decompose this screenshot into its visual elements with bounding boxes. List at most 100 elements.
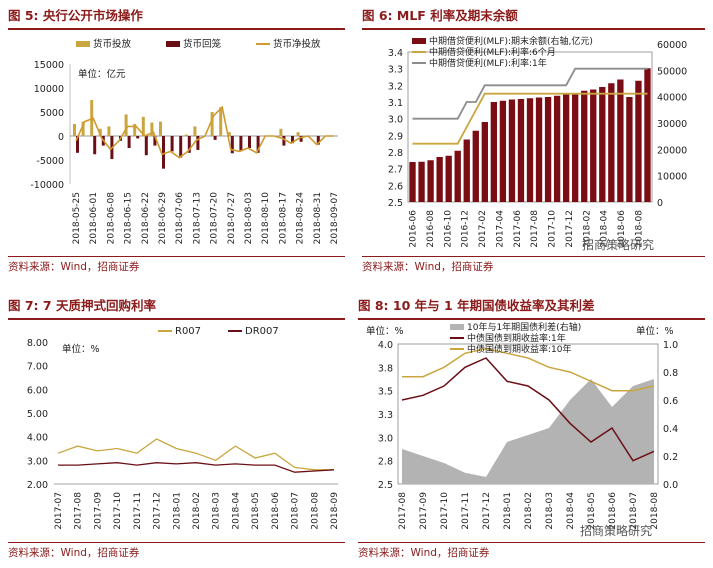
x-tick-label: 2017-06 <box>513 210 523 248</box>
x-tick-label: 2018-03 <box>212 492 222 530</box>
chart-source: 资料来源：Wind，招商证券 <box>362 256 705 274</box>
legend-swatch <box>76 41 90 47</box>
bar-withdrawal <box>170 136 174 152</box>
bar-mlf-balance <box>499 100 507 202</box>
chart-title: 图 8: 10 年与 1 年期国债收益率及其利差 <box>358 296 705 320</box>
bar-mlf-balance <box>599 87 606 202</box>
y-tick-label: 3.5 <box>378 387 393 398</box>
chart-panel-repo: 图 7: 7 天质押式回购利率 R007 DR007 单位：% 8.00 7.00 6.0… <box>8 296 345 564</box>
bar-mlf-balance <box>562 94 570 202</box>
bar-mlf-balance <box>427 160 434 202</box>
bar-injection <box>81 121 85 136</box>
y-tick-label: 2.9 <box>388 131 403 142</box>
legend-label: 中期借贷便利(MLF):期末余额(右轴,亿元) <box>429 35 593 47</box>
line-yield-10y <box>402 347 655 392</box>
legend-swatch <box>412 38 426 44</box>
x-tick-label: 2018-06 <box>608 492 618 530</box>
chart-repo-svg: R007 DR007 单位：% 8.00 7.00 6.00 5.00 4.00 3.00 2.0… <box>27 326 340 530</box>
bar-injection <box>141 116 145 136</box>
legend-swatch <box>450 324 464 330</box>
chart-panel-omo: 图 5: 央行公开市场操作 货币投放 货币回笼 货币净投放 单位：亿元 15000 100… <box>8 6 345 276</box>
legend-label: R007 <box>175 326 201 337</box>
legend-label: 货币投放 <box>93 38 132 50</box>
legend-label: 中债国债到期收益率:1年 <box>467 332 566 344</box>
x-tick-label: 2018-08-03 <box>244 192 254 244</box>
x-tick-label: 2018-02 <box>582 210 592 248</box>
legend-swatch <box>166 41 180 47</box>
y2-tick-label: 20000 <box>657 145 687 156</box>
bar-withdrawal <box>316 136 320 145</box>
legend-label: 货币净投放 <box>273 38 321 50</box>
bar-mlf-balance <box>481 122 488 202</box>
y2-tick-label: 0.6 <box>663 396 678 407</box>
bar-mlf-balance <box>590 89 597 202</box>
x-tick-label: 2017-08 <box>398 492 408 530</box>
y-tick-label: 8.00 <box>27 338 48 349</box>
bar-mlf-balance <box>409 162 416 202</box>
y-tick-label: 2.7 <box>388 165 403 176</box>
bar-mlf-balance <box>544 97 552 202</box>
line-dr007 <box>58 462 335 473</box>
unit-label-right: 单位：% <box>636 325 674 337</box>
x-tick-label: 2017-09 <box>419 492 429 530</box>
x-tick-label: 2018-02 <box>192 492 202 530</box>
bar-withdrawal <box>187 136 191 153</box>
x-tick-label: 2018-03 <box>545 492 555 530</box>
bar-injection <box>210 112 214 136</box>
x-tick-label: 2017-04 <box>495 210 505 248</box>
bar-withdrawal <box>256 136 260 153</box>
chart-title: 图 5: 央行公开市场操作 <box>8 6 345 30</box>
y2-tick-label: 30000 <box>657 119 687 130</box>
bar-injection <box>159 121 162 136</box>
bar-mlf-balance <box>508 99 516 202</box>
x-tick-label: 2017-12 <box>482 492 492 530</box>
y-tick-label: 5.00 <box>27 409 48 420</box>
bar-mlf-balance <box>626 97 633 202</box>
chart-title: 图 7: 7 天质押式回购利率 <box>8 296 345 320</box>
x-tick-label: 2018-09 <box>330 492 340 530</box>
area-term-spread <box>402 379 654 484</box>
bar-mlf-balance <box>490 102 498 202</box>
x-tick-label: 2017-07 <box>54 492 64 530</box>
chart-source: 资料来源：Wind，招商证券 <box>358 542 705 560</box>
line-yield-1y <box>401 357 655 462</box>
bar-mlf-balance <box>526 98 534 202</box>
bar-mlf-balance <box>418 161 425 202</box>
x-tick-label: 2018-08 <box>634 210 644 248</box>
bar-withdrawal <box>76 136 79 153</box>
x-tick-label: 2017-11 <box>461 492 471 530</box>
y-tick-label: 3.00 <box>27 456 48 467</box>
chart-panel-mlf: 图 6: MLF 利率及期末余额 3.4 3.3 3.2 3.1 3.0 2.9 2.8 2.… <box>362 6 705 276</box>
bar-withdrawal <box>93 136 97 155</box>
chart-mlf-svg: 3.4 3.3 3.2 3.1 3.0 2.9 2.8 2.7 2.6 2.5 60000 50000… <box>388 35 687 248</box>
bar-mlf-balance <box>553 95 561 202</box>
legend-label: DR007 <box>245 326 279 337</box>
x-tick-label: 2016-08 <box>426 210 436 248</box>
bar-withdrawal <box>127 136 131 148</box>
x-tick-label: 2017-08 <box>530 210 540 248</box>
x-tick-label: 2016-10 <box>443 210 453 248</box>
legend-label: 中债国债到期收益率:10年 <box>467 343 572 355</box>
chart-title: 图 6: MLF 利率及期末余额 <box>362 6 705 30</box>
y-tick-label: 3.8 <box>378 363 393 374</box>
x-tick-label: 2017-02 <box>478 210 488 248</box>
x-tick-label: 2018-07-27 <box>227 192 237 244</box>
y-tick-label: 2.00 <box>27 480 48 491</box>
x-tick-label: 2018-06-22 <box>141 192 151 244</box>
y-tick-label: 3.3 <box>388 65 403 76</box>
y-tick-label: 7.00 <box>27 362 48 373</box>
legend-label: 10年与1年期国债利差(右轴) <box>467 321 581 333</box>
unit-label: 单位：% <box>62 343 100 355</box>
chart-source: 资料来源：Wind，招商证券 <box>8 542 345 560</box>
x-tick-label: 2018-08 <box>310 492 320 530</box>
x-tick-label: 2018-06-08 <box>106 192 116 245</box>
x-tick-label: 2018-04 <box>566 492 576 530</box>
x-tick-label: 2018-07-20 <box>210 192 220 245</box>
chart-source: 资料来源：Wind，招商证券 <box>8 256 345 274</box>
y2-tick-label: 60000 <box>657 40 687 51</box>
x-tick-label: 2018-07 <box>629 492 639 530</box>
bar-withdrawal <box>230 136 234 154</box>
unit-label-left: 单位：% <box>366 325 404 337</box>
y-tick-label: 5000 <box>40 108 64 119</box>
